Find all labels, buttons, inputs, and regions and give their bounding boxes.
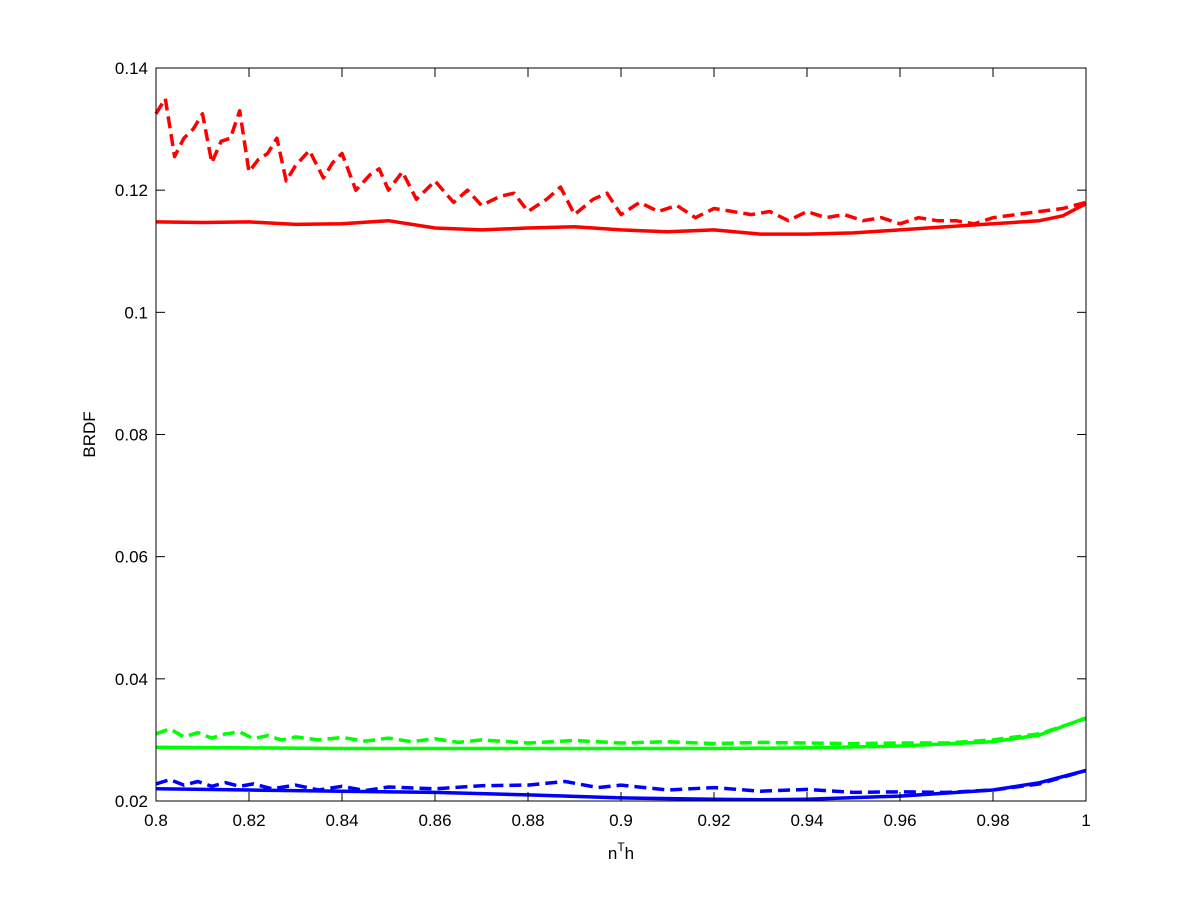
x-tick-label: 0.84 bbox=[325, 811, 358, 830]
x-tick-label: 0.86 bbox=[418, 811, 451, 830]
y-tick-label: 0.12 bbox=[115, 181, 148, 200]
x-tick-label: 0.92 bbox=[697, 811, 730, 830]
series-line-5 bbox=[155, 768, 1087, 795]
series-line-1 bbox=[154, 96, 1087, 226]
y-tick-label: 0.04 bbox=[115, 670, 148, 689]
y-tick-label: 0.06 bbox=[115, 548, 148, 567]
y-tick-label: 0.14 bbox=[115, 59, 148, 78]
x-tick-label: 0.9 bbox=[609, 811, 633, 830]
series-line-4 bbox=[155, 716, 1087, 751]
y-tick-label: 0.1 bbox=[124, 303, 148, 322]
x-axis-label: nTh bbox=[608, 840, 634, 863]
x-tick-label: 0.82 bbox=[232, 811, 265, 830]
x-tick-label: 0.94 bbox=[790, 811, 823, 830]
series-line-3 bbox=[155, 716, 1087, 746]
labels-layer: 0.8 0.82 0.84 0.86 0.88 0.9 0.92 0.94 0.96 0.98 1 0… bbox=[115, 59, 1091, 830]
x-tick-label: 1 bbox=[1081, 811, 1090, 830]
x-tick-label: 0.8 bbox=[144, 811, 168, 830]
series-layer bbox=[154, 96, 1087, 802]
x-tick-label: 0.96 bbox=[883, 811, 916, 830]
ticks-layer bbox=[155, 67, 1087, 802]
series-line-2 bbox=[155, 202, 1087, 236]
y-tick-label: 0.08 bbox=[115, 426, 148, 445]
y-axis-label: BRDF bbox=[80, 411, 99, 457]
x-tick-label: 0.98 bbox=[976, 811, 1009, 830]
y-tick-label: 0.02 bbox=[115, 792, 148, 811]
x-tick-label: 0.88 bbox=[511, 811, 544, 830]
